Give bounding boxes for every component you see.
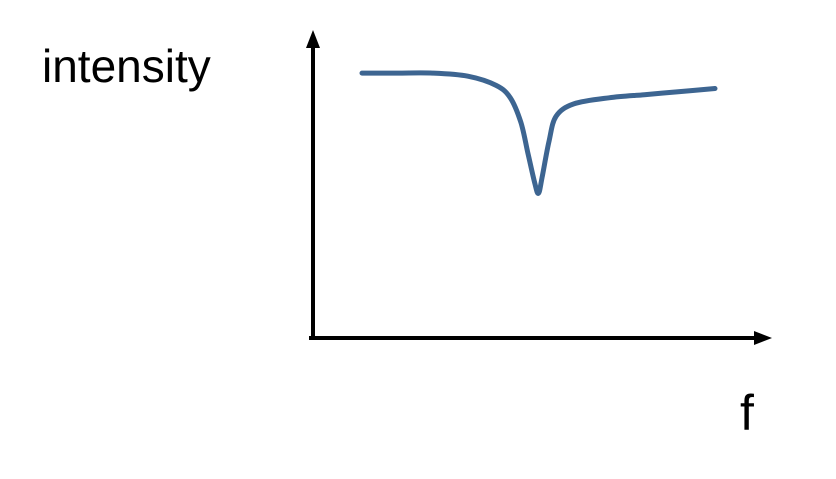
x-axis-label: f: [740, 385, 754, 441]
y-axis-label: intensity: [42, 40, 211, 92]
x-axis-arrow-icon: [754, 331, 772, 345]
y-axis-arrow-icon: [306, 30, 320, 48]
spectrum-curve: [359, 70, 718, 196]
